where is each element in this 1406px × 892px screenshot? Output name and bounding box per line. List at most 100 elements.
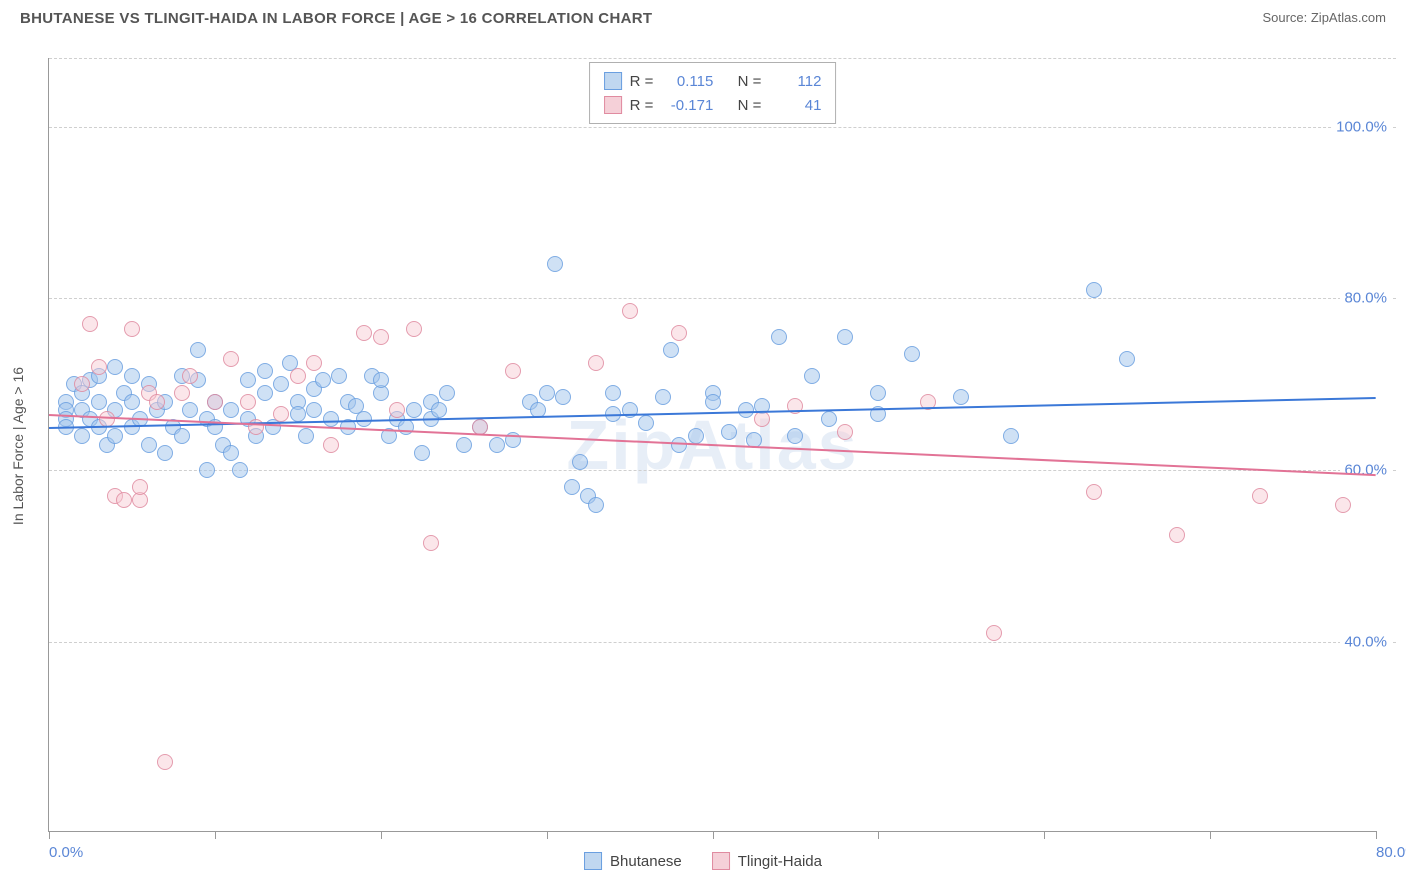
data-point	[298, 428, 314, 444]
data-point	[1086, 282, 1102, 298]
data-point	[456, 437, 472, 453]
data-point	[389, 402, 405, 418]
bhutanese-r-value: 0.115	[661, 73, 713, 90]
ytick-label: 40.0%	[1340, 634, 1391, 651]
bhutanese-n-value: 112	[769, 73, 821, 90]
series-legend: Bhutanese Tlingit-Haida	[584, 852, 822, 870]
data-point	[655, 389, 671, 405]
ytick-label: 80.0%	[1340, 290, 1391, 307]
gridline-h	[49, 58, 1396, 59]
data-point	[1119, 351, 1135, 367]
xtick	[215, 831, 216, 839]
legend-label: Bhutanese	[610, 853, 682, 870]
data-point	[771, 329, 787, 345]
data-point	[124, 321, 140, 337]
data-point	[721, 424, 737, 440]
data-point	[787, 428, 803, 444]
tlingit-n-value: 41	[769, 97, 821, 114]
data-point	[705, 394, 721, 410]
tlingit-swatch-icon	[604, 96, 622, 114]
data-point	[588, 355, 604, 371]
data-point	[132, 479, 148, 495]
data-point	[356, 325, 372, 341]
data-point	[688, 428, 704, 444]
data-point	[423, 535, 439, 551]
tlingit-r-value: -0.171	[661, 97, 713, 114]
data-point	[124, 394, 140, 410]
tlingit-swatch-icon	[712, 852, 730, 870]
chart-title: BHUTANESE VS TLINGIT-HAIDA IN LABOR FORC…	[20, 10, 652, 27]
data-point	[323, 437, 339, 453]
data-point	[223, 402, 239, 418]
xtick	[1044, 831, 1045, 839]
data-point	[107, 428, 123, 444]
data-point	[74, 376, 90, 392]
data-point	[323, 411, 339, 427]
data-point	[157, 754, 173, 770]
data-point	[74, 428, 90, 444]
data-point	[273, 406, 289, 422]
gridline-h	[49, 642, 1396, 643]
data-point	[116, 492, 132, 508]
xtick	[878, 831, 879, 839]
xtick	[49, 831, 50, 839]
data-point	[870, 385, 886, 401]
data-point	[431, 402, 447, 418]
data-point	[240, 372, 256, 388]
gridline-h	[49, 127, 1396, 128]
legend-item-tlingit: Tlingit-Haida	[712, 852, 822, 870]
gridline-h	[49, 298, 1396, 299]
bhutanese-swatch-icon	[584, 852, 602, 870]
data-point	[398, 419, 414, 435]
data-point	[290, 406, 306, 422]
data-point	[207, 394, 223, 410]
bhutanese-swatch-icon	[604, 72, 622, 90]
data-point	[439, 385, 455, 401]
data-point	[547, 256, 563, 272]
data-point	[754, 411, 770, 427]
data-point	[157, 445, 173, 461]
data-point	[821, 411, 837, 427]
data-point	[174, 385, 190, 401]
n-label: N =	[738, 73, 762, 90]
data-point	[182, 402, 198, 418]
legend-item-bhutanese: Bhutanese	[584, 852, 682, 870]
ytick-label: 100.0%	[1332, 118, 1391, 135]
data-point	[223, 351, 239, 367]
source-link[interactable]: ZipAtlas.com	[1311, 10, 1386, 25]
data-point	[174, 428, 190, 444]
xtick-label: 0.0%	[49, 844, 83, 861]
data-point	[953, 389, 969, 405]
data-point	[904, 346, 920, 362]
gridline-h	[49, 470, 1396, 471]
data-point	[149, 394, 165, 410]
r-label: R =	[630, 97, 654, 114]
data-point	[1086, 484, 1102, 500]
data-point	[223, 445, 239, 461]
data-point	[1169, 527, 1185, 543]
data-point	[671, 325, 687, 341]
data-point	[505, 363, 521, 379]
legend-row-tlingit: R = -0.171 N = 41	[604, 93, 822, 117]
data-point	[555, 389, 571, 405]
data-point	[489, 437, 505, 453]
n-label: N =	[738, 97, 762, 114]
source-attribution: Source: ZipAtlas.com	[1262, 10, 1386, 25]
data-point	[91, 359, 107, 375]
data-point	[257, 363, 273, 379]
data-point	[257, 385, 273, 401]
data-point	[182, 368, 198, 384]
data-point	[837, 424, 853, 440]
data-point	[605, 385, 621, 401]
xtick	[381, 831, 382, 839]
data-point	[837, 329, 853, 345]
data-point	[663, 342, 679, 358]
data-point	[564, 479, 580, 495]
chart-header: BHUTANESE VS TLINGIT-HAIDA IN LABOR FORC…	[0, 0, 1406, 40]
data-point	[199, 462, 215, 478]
data-point	[804, 368, 820, 384]
data-point	[290, 368, 306, 384]
data-point	[638, 415, 654, 431]
ytick-label: 60.0%	[1340, 462, 1391, 479]
xtick	[1376, 831, 1377, 839]
